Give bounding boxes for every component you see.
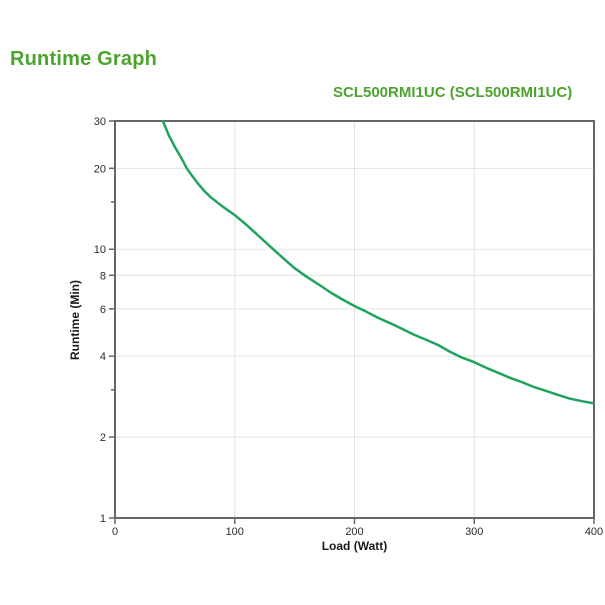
y-tick-label: 30 xyxy=(94,116,106,128)
x-tick-label: 0 xyxy=(112,526,118,538)
y-tick-label: 10 xyxy=(94,244,106,256)
x-tick-label: 400 xyxy=(585,526,603,538)
y-tick-label: 4 xyxy=(100,351,106,363)
x-tick-label: 300 xyxy=(465,526,483,538)
y-tick-label: 6 xyxy=(100,304,106,316)
x-tick-label: 200 xyxy=(345,526,363,538)
page-title: Runtime Graph xyxy=(10,48,158,70)
y-tick-label: 20 xyxy=(94,163,106,175)
y-tick-label: 1 xyxy=(100,513,106,525)
x-axis-title: Load (Watt) xyxy=(321,539,388,553)
x-tick-label: 100 xyxy=(226,526,244,538)
y-tick-label: 2 xyxy=(100,432,106,444)
runtime-curve xyxy=(161,120,594,405)
chart-subtitle: SCL500RMI1UC (SCL500RMI1UC) xyxy=(333,84,573,101)
y-tick-label: 8 xyxy=(100,270,106,282)
y-axis-title: Runtime (Min) xyxy=(68,280,82,360)
